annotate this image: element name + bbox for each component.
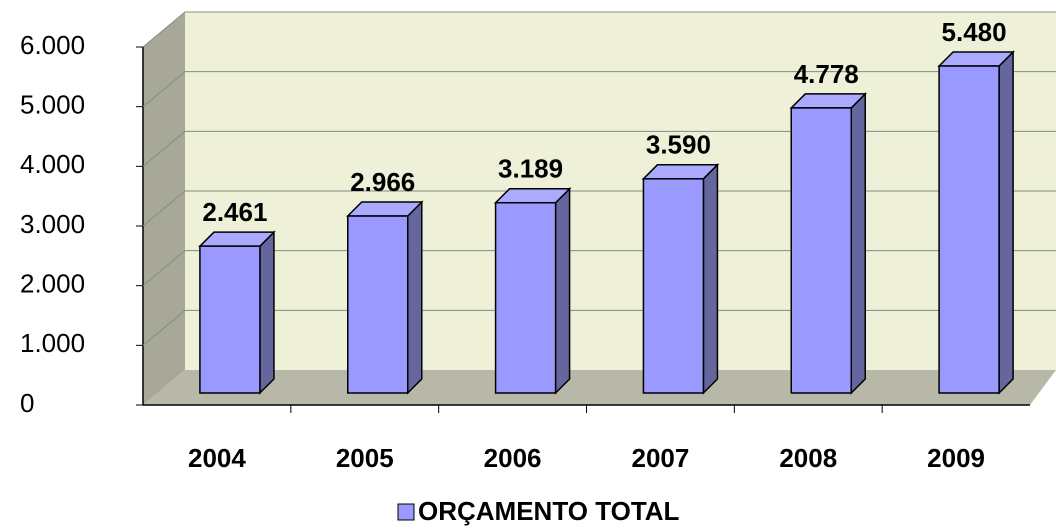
grid-line [142,190,1056,227]
bar [494,201,557,394]
x-tick-label: 2009 [927,443,985,473]
bar-top [345,201,424,217]
y-tick-label: 0 [20,388,34,418]
value-label: 3.590 [646,130,711,160]
bar-side [850,92,866,395]
bar-side [998,50,1014,395]
y-tick-label: 6.000 [20,30,85,60]
bar [199,245,261,394]
bar [347,215,409,394]
y-tick-label: 3.000 [20,209,85,239]
grid-line [142,11,1056,48]
bar-top [641,164,720,180]
value-label: 2.966 [350,167,415,197]
y-tick-label: 1.000 [20,328,85,358]
x-tick-label: 2008 [779,443,837,473]
x-tick-label: 2005 [336,443,394,473]
bar-top [789,93,868,109]
value-label: 3.189 [498,154,563,184]
grid-line [142,309,1056,346]
floor [143,370,1056,405]
y-tick-label: 5.000 [20,90,85,120]
value-label: 5.480 [942,17,1007,47]
bar [790,107,852,394]
bar [642,178,705,394]
y-tick-label: 2.000 [20,269,85,299]
legend-swatch [397,503,415,521]
x-tick-label: 2007 [631,443,689,473]
bar-top [493,187,572,204]
bar-side [407,200,423,395]
grid-line [142,130,1056,167]
value-label: 4.778 [794,59,859,89]
x-tick-label: 2004 [188,443,246,473]
grid-line [142,250,1056,287]
bar-top [937,51,1015,67]
bar-side [259,230,275,395]
value-label: 2.461 [202,197,267,227]
bar [938,65,1000,394]
legend-label: ORÇAMENTO TOTAL [418,496,680,526]
bar-side [554,186,571,395]
bar-top [198,231,276,247]
bar-side [702,162,719,395]
grid-line [142,71,1056,108]
x-tick-label: 2006 [484,443,542,473]
y-tick-label: 4.000 [20,149,85,179]
